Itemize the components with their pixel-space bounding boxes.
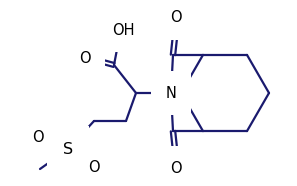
Text: N: N	[165, 86, 176, 100]
Text: OH: OH	[112, 23, 134, 38]
Text: O: O	[170, 10, 182, 25]
Text: S: S	[63, 142, 73, 156]
Text: O: O	[170, 161, 182, 176]
Text: O: O	[79, 51, 91, 65]
Text: O: O	[88, 161, 100, 176]
Text: O: O	[32, 131, 44, 145]
